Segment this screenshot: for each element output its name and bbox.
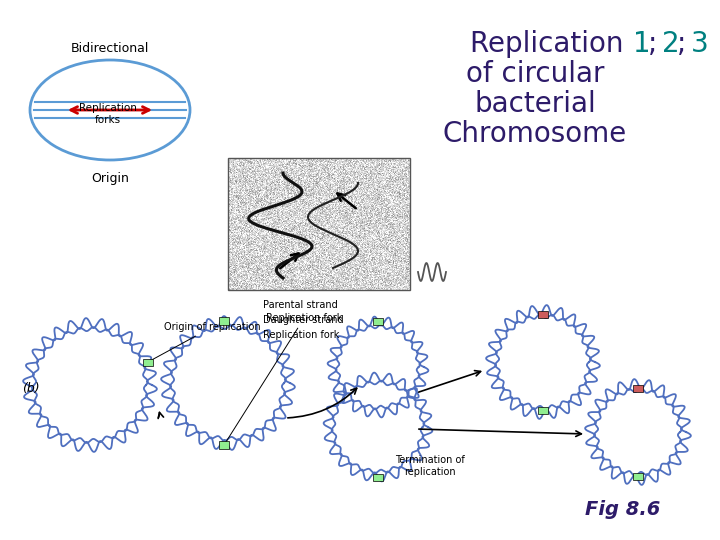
FancyBboxPatch shape [373,474,383,481]
Text: ;: ; [648,30,657,58]
FancyBboxPatch shape [538,310,548,318]
Text: Replication: Replication [470,30,632,58]
Text: Origin of replication: Origin of replication [150,322,261,361]
FancyBboxPatch shape [633,384,643,391]
FancyBboxPatch shape [143,359,153,366]
Bar [228,158,410,290]
Text: (b): (b) [22,382,40,395]
Text: Origin: Origin [91,172,129,185]
FancyBboxPatch shape [633,472,643,480]
Text: 3: 3 [691,30,708,58]
FancyBboxPatch shape [219,317,229,325]
Text: of circular: of circular [466,60,604,88]
FancyBboxPatch shape [373,318,383,325]
Text: Fig 8.6: Fig 8.6 [585,500,660,519]
Text: Daughter strand: Daughter strand [263,315,343,325]
Ellipse shape [30,60,190,160]
Text: ;: ; [677,30,686,58]
Text: Replication fork: Replication fork [225,313,343,442]
Text: Replication
forks: Replication forks [79,103,137,125]
Text: Parental strand: Parental strand [263,300,338,310]
Text: 1: 1 [633,30,651,58]
Text: Replication fork: Replication fork [263,330,339,340]
FancyBboxPatch shape [538,407,548,414]
Text: Bidirectional: Bidirectional [71,42,149,55]
Text: 2: 2 [662,30,680,58]
Text: bacterial: bacterial [474,90,596,118]
Text: Termination of
replication: Termination of replication [395,455,465,477]
FancyBboxPatch shape [219,441,229,449]
Text: Chromosome: Chromosome [443,120,627,148]
